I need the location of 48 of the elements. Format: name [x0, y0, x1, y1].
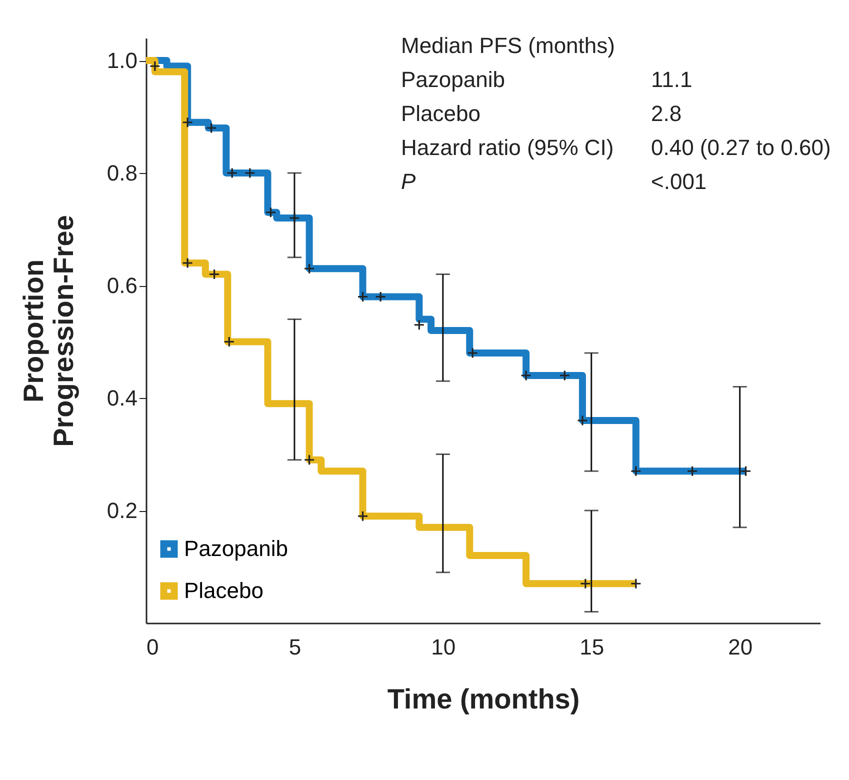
annotation: Pazopanib: [401, 67, 505, 92]
point: [265, 206, 276, 218]
point: [224, 336, 235, 348]
point: [740, 466, 752, 477]
annotation: Median PFS (months): [401, 33, 615, 58]
x-axis-title: Time (months): [387, 684, 580, 714]
annotation: 0.40 (0.27 to 0.60): [651, 135, 831, 160]
annotation: Hazard ratio (95% CI): [401, 135, 614, 160]
point: [375, 291, 386, 302]
y-axis-title: Proportion Progression-Free: [18, 215, 79, 447]
legend-label: Pazopanib: [184, 536, 288, 561]
point: [206, 122, 217, 134]
annotation: P: [401, 169, 416, 194]
annotation: 2.8: [651, 101, 682, 126]
point: [357, 291, 368, 302]
y-tick-label: 0.4: [106, 386, 138, 410]
point: [182, 116, 194, 128]
point: [576, 414, 588, 426]
point: [467, 347, 478, 359]
legend-label: Placebo: [184, 578, 264, 603]
annotation: <.001: [651, 169, 707, 194]
x-tick-label: 15: [580, 634, 604, 660]
y-tick-label: 0.2: [106, 498, 138, 523]
y-tick-label: 0.8: [106, 160, 138, 186]
x-tick-label: 5: [288, 634, 302, 660]
point: [244, 167, 256, 179]
x-tick-label: 20: [728, 634, 753, 660]
point: [208, 268, 220, 280]
y-tick-label: 1.0: [106, 48, 138, 73]
y-tick-label: 0.6: [106, 273, 138, 298]
point: [149, 60, 160, 72]
point: [288, 212, 300, 224]
point: [630, 578, 642, 590]
point: [304, 263, 315, 274]
point: [580, 578, 591, 590]
point: [226, 167, 238, 179]
point: [686, 466, 698, 477]
point: [630, 466, 642, 477]
annotation: Placebo: [401, 101, 481, 126]
point: [182, 257, 194, 269]
point: [559, 370, 570, 382]
x-tick-label: 0: [146, 634, 159, 660]
point: [357, 510, 368, 522]
point: [414, 319, 425, 330]
x-tick-label: 10: [431, 634, 456, 660]
annotation: 11.1: [651, 67, 692, 92]
point: [304, 454, 315, 466]
point: [520, 370, 532, 382]
